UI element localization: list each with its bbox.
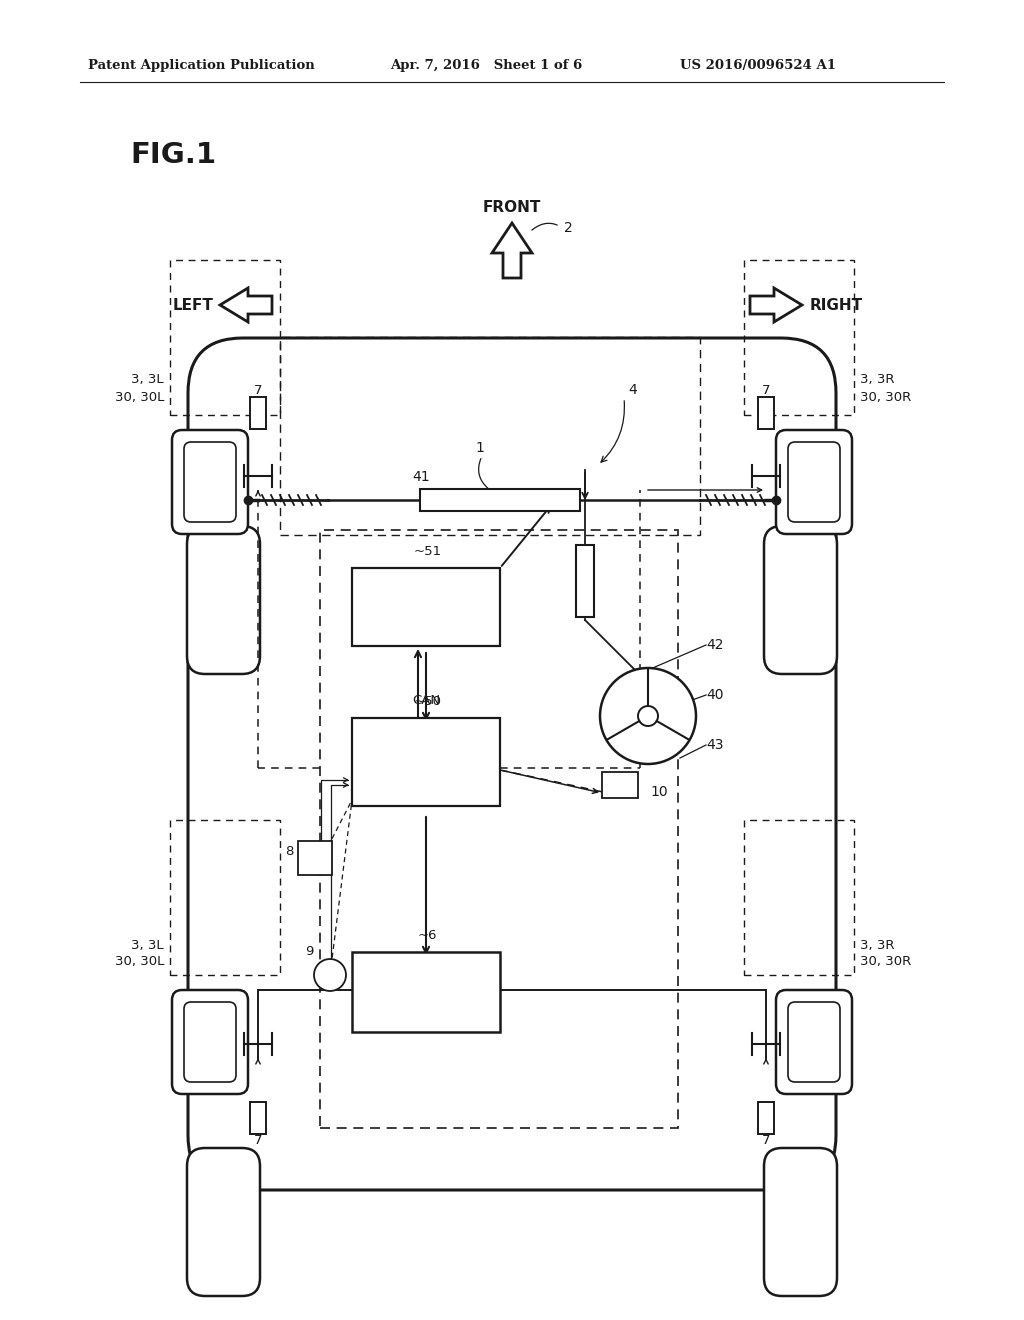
Text: 30, 30L: 30, 30L xyxy=(115,956,164,969)
Text: Control: Control xyxy=(399,756,453,771)
FancyBboxPatch shape xyxy=(187,525,260,675)
Text: 3, 3R: 3, 3R xyxy=(860,939,895,952)
FancyBboxPatch shape xyxy=(172,430,248,535)
Text: ~51: ~51 xyxy=(414,545,442,558)
Circle shape xyxy=(600,668,696,764)
Text: 7: 7 xyxy=(762,384,770,396)
FancyBboxPatch shape xyxy=(788,1002,840,1082)
Bar xyxy=(319,531,678,1129)
FancyArrow shape xyxy=(750,288,802,322)
FancyBboxPatch shape xyxy=(776,430,852,535)
FancyBboxPatch shape xyxy=(187,1148,260,1296)
Text: Vehicle: Vehicle xyxy=(399,741,453,755)
Bar xyxy=(758,397,774,429)
Bar xyxy=(280,337,700,535)
Text: 8: 8 xyxy=(285,845,293,858)
Bar xyxy=(575,545,594,616)
Text: 3, 3L: 3, 3L xyxy=(131,374,164,387)
Bar xyxy=(744,260,854,414)
Bar xyxy=(352,952,500,1032)
FancyBboxPatch shape xyxy=(776,990,852,1094)
Text: 10: 10 xyxy=(650,785,668,799)
FancyBboxPatch shape xyxy=(788,442,840,521)
Text: Controller: Controller xyxy=(390,607,462,623)
Bar xyxy=(170,260,280,414)
Text: Steering: Steering xyxy=(395,591,457,606)
Text: FRONT: FRONT xyxy=(482,201,542,215)
Text: 4: 4 xyxy=(628,383,637,397)
Text: VSA/ABS: VSA/ABS xyxy=(394,977,458,991)
Text: LEFT: LEFT xyxy=(172,297,213,313)
Text: Device: Device xyxy=(401,772,451,788)
Text: Apr. 7, 2016   Sheet 1 of 6: Apr. 7, 2016 Sheet 1 of 6 xyxy=(390,58,583,71)
Circle shape xyxy=(314,960,346,991)
Text: ~50: ~50 xyxy=(414,696,442,708)
FancyBboxPatch shape xyxy=(184,442,236,521)
Text: 9: 9 xyxy=(305,945,314,958)
Circle shape xyxy=(638,706,658,726)
FancyBboxPatch shape xyxy=(764,1148,837,1296)
Text: 3, 3L: 3, 3L xyxy=(131,939,164,952)
FancyArrow shape xyxy=(492,223,532,279)
FancyBboxPatch shape xyxy=(172,990,248,1094)
Text: US 2016/0096524 A1: US 2016/0096524 A1 xyxy=(680,58,836,71)
FancyBboxPatch shape xyxy=(764,525,837,675)
Text: 30, 30R: 30, 30R xyxy=(860,956,911,969)
Text: RIGHT: RIGHT xyxy=(810,297,863,313)
Text: 42: 42 xyxy=(706,638,724,652)
Bar xyxy=(170,820,280,975)
Bar xyxy=(352,718,500,807)
FancyBboxPatch shape xyxy=(188,338,836,1191)
Text: 30, 30L: 30, 30L xyxy=(115,391,164,404)
Bar xyxy=(744,820,854,975)
Text: Patent Application Publication: Patent Application Publication xyxy=(88,58,314,71)
Text: 43: 43 xyxy=(706,738,724,752)
Text: 7: 7 xyxy=(254,384,262,396)
Text: 7: 7 xyxy=(762,1134,770,1147)
Text: 3, 3R: 3, 3R xyxy=(860,374,895,387)
Text: 40: 40 xyxy=(706,688,724,702)
Text: 1: 1 xyxy=(475,441,484,455)
Text: 41: 41 xyxy=(412,470,430,484)
Bar xyxy=(420,488,580,511)
Bar xyxy=(298,841,332,875)
Bar xyxy=(250,1102,266,1134)
Text: P: P xyxy=(325,968,336,982)
Text: FIG.1: FIG.1 xyxy=(130,141,216,169)
FancyBboxPatch shape xyxy=(184,1002,236,1082)
Bar xyxy=(352,568,500,645)
Bar xyxy=(758,1102,774,1134)
Bar xyxy=(250,397,266,429)
Bar xyxy=(602,772,638,799)
Text: CAN: CAN xyxy=(412,693,440,706)
FancyArrow shape xyxy=(220,288,272,322)
Text: 2: 2 xyxy=(564,220,572,235)
Text: 7: 7 xyxy=(254,1134,262,1147)
Text: 30, 30R: 30, 30R xyxy=(860,391,911,404)
Text: Device: Device xyxy=(401,994,451,1010)
Text: ~6: ~6 xyxy=(418,929,437,942)
